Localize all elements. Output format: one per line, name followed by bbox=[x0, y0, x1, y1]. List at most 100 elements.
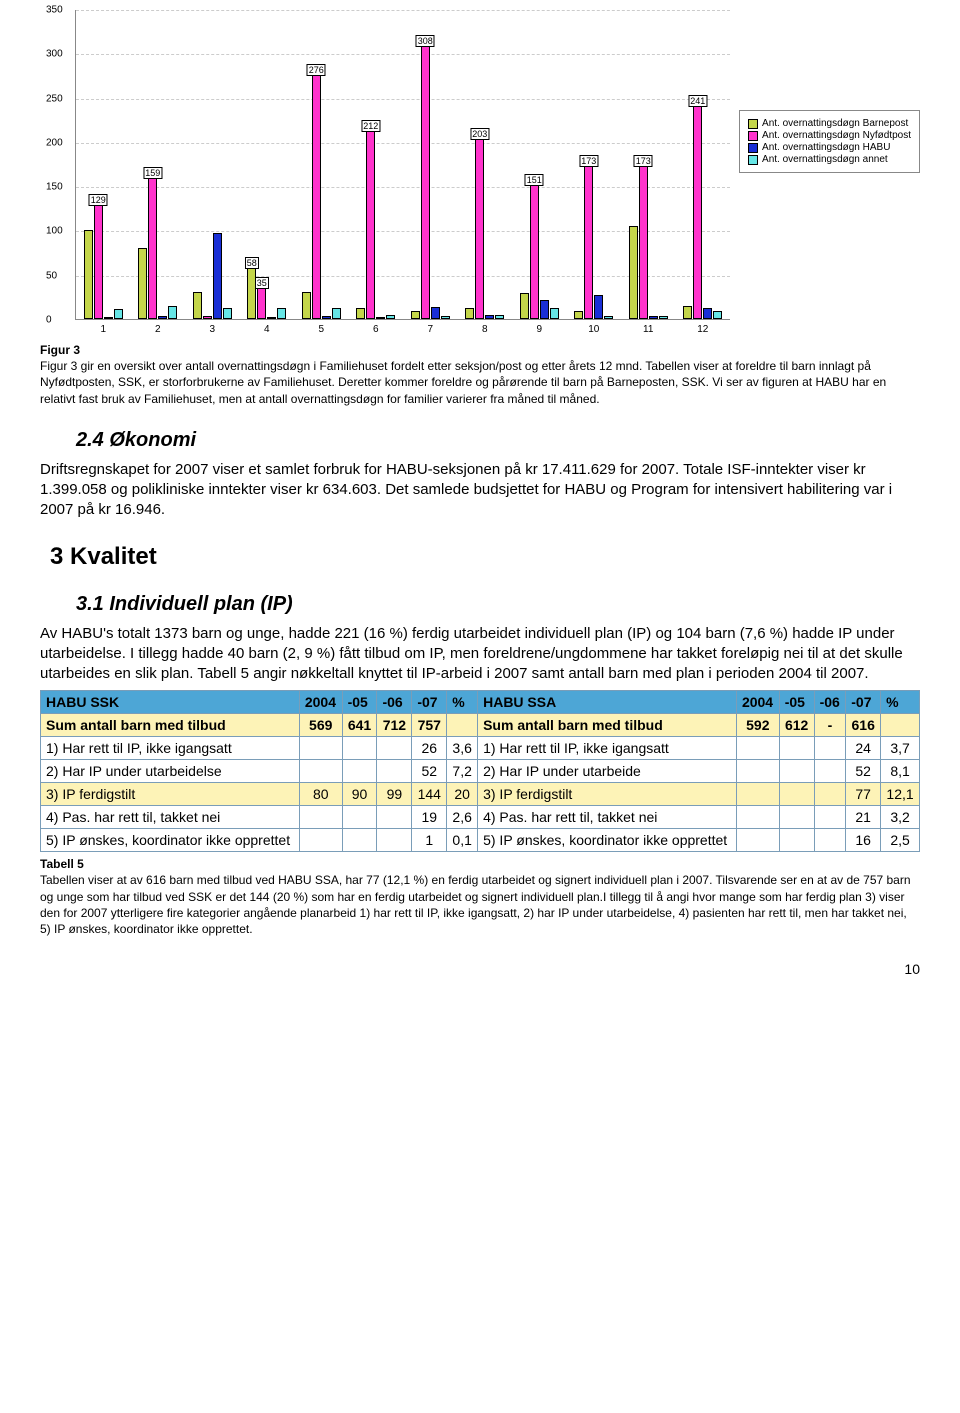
legend-swatch bbox=[748, 131, 758, 141]
table-cell bbox=[779, 806, 814, 829]
table-cell: 19 bbox=[412, 806, 447, 829]
bar bbox=[540, 300, 549, 319]
y-tick: 50 bbox=[46, 270, 57, 281]
bar: 276 bbox=[312, 75, 321, 319]
table-cell bbox=[814, 806, 846, 829]
bar bbox=[277, 308, 286, 319]
table-row: 1) Har rett til IP, ikke igangsatt263,61… bbox=[41, 737, 920, 760]
table-cell: 616 bbox=[846, 714, 881, 737]
table-cell bbox=[736, 806, 779, 829]
table-cell bbox=[342, 806, 377, 829]
bar-value-label: 308 bbox=[416, 35, 435, 47]
table-cell: 641 bbox=[342, 714, 377, 737]
table-header-cell: 2004 bbox=[736, 691, 779, 714]
table-header-cell: 2004 bbox=[299, 691, 342, 714]
legend-label: Ant. overnattingsdøgn annet bbox=[762, 154, 888, 165]
x-tick: 6 bbox=[373, 324, 379, 335]
y-tick: 350 bbox=[46, 5, 63, 16]
x-tick: 1 bbox=[100, 324, 106, 335]
table-cell: 90 bbox=[342, 783, 377, 806]
legend-item: Ant. overnattingsdøgn HABU bbox=[748, 142, 911, 153]
table-cell bbox=[447, 714, 478, 737]
bar bbox=[683, 306, 692, 319]
bar: 308 bbox=[421, 46, 430, 319]
table-header-cell: -07 bbox=[412, 691, 447, 714]
bar-value-label: 58 bbox=[245, 257, 259, 269]
bar: 35 bbox=[257, 288, 266, 319]
y-tick: 250 bbox=[46, 93, 63, 104]
table-cell: 21 bbox=[846, 806, 881, 829]
table-cell: 3) IP ferdigstilt bbox=[478, 783, 737, 806]
legend-item: Ant. overnattingsdøgn annet bbox=[748, 154, 911, 165]
table-cell: 4) Pas. har rett til, takket nei bbox=[478, 806, 737, 829]
table-cell bbox=[377, 737, 412, 760]
bar: 241 bbox=[693, 106, 702, 319]
table-header-cell: % bbox=[447, 691, 478, 714]
table-cell: 26 bbox=[412, 737, 447, 760]
table-cell: 24 bbox=[846, 737, 881, 760]
table-cell: 12,1 bbox=[881, 783, 920, 806]
bar bbox=[604, 316, 613, 319]
ip-table: HABU SSK2004-05-06-07%HABU SSA2004-05-06… bbox=[40, 690, 920, 852]
table-header-cell: -07 bbox=[846, 691, 881, 714]
table-cell: 3,6 bbox=[447, 737, 478, 760]
bar bbox=[465, 308, 474, 319]
bar bbox=[223, 308, 232, 319]
page-number: 10 bbox=[40, 961, 920, 977]
legend-item: Ant. overnattingsdøgn Barnepost bbox=[748, 118, 911, 129]
table-cell bbox=[377, 829, 412, 852]
table-cell bbox=[377, 760, 412, 783]
table-cell bbox=[377, 806, 412, 829]
table-row: 4) Pas. har rett til, takket nei192,64) … bbox=[41, 806, 920, 829]
table-cell bbox=[736, 783, 779, 806]
bar bbox=[302, 292, 311, 319]
table-cell: - bbox=[814, 714, 846, 737]
bar bbox=[550, 308, 559, 319]
bar-value-label: 151 bbox=[525, 174, 544, 186]
legend-label: Ant. overnattingsdøgn HABU bbox=[762, 142, 890, 153]
table-cell: 1) Har rett til IP, ikke igangsatt bbox=[478, 737, 737, 760]
heading-3-1: 3.1 Individuell plan (IP) bbox=[76, 593, 920, 616]
table-cell bbox=[299, 760, 342, 783]
table-cell bbox=[814, 783, 846, 806]
table-cell bbox=[736, 829, 779, 852]
table-5-caption: Tabell 5 Tabellen viser at av 616 barn m… bbox=[40, 856, 920, 937]
table-cell: 1 bbox=[412, 829, 447, 852]
table-cell: 3) IP ferdigstilt bbox=[41, 783, 300, 806]
table-cell: 2) Har IP under utarbeide bbox=[478, 760, 737, 783]
table-cell: 2,5 bbox=[881, 829, 920, 852]
bar-value-label: 203 bbox=[470, 128, 489, 140]
bar bbox=[203, 316, 212, 319]
bar: 58 bbox=[247, 268, 256, 319]
table-cell: 712 bbox=[377, 714, 412, 737]
table-header-cell: HABU SSA bbox=[478, 691, 737, 714]
table-cell bbox=[779, 783, 814, 806]
legend-label: Ant. overnattingsdøgn Barnepost bbox=[762, 118, 908, 129]
x-tick: 2 bbox=[155, 324, 161, 335]
bar: 129 bbox=[94, 205, 103, 319]
overnight-chart: 0501001502002503003501291159235835427652… bbox=[40, 10, 920, 320]
bar bbox=[193, 292, 202, 319]
table-row: HABU SSK2004-05-06-07%HABU SSA2004-05-06… bbox=[41, 691, 920, 714]
bar bbox=[713, 311, 722, 319]
bar bbox=[485, 315, 494, 319]
table-cell: Sum antall barn med tilbud bbox=[478, 714, 737, 737]
bar bbox=[356, 308, 365, 319]
table-cell bbox=[342, 737, 377, 760]
table-cell: 3,2 bbox=[881, 806, 920, 829]
bar bbox=[104, 317, 113, 319]
bar bbox=[376, 317, 385, 319]
x-tick: 7 bbox=[427, 324, 433, 335]
table-cell bbox=[299, 737, 342, 760]
heading-3: 3 Kvalitet bbox=[50, 543, 920, 571]
bar bbox=[594, 295, 603, 319]
table-cell bbox=[814, 760, 846, 783]
x-tick: 9 bbox=[536, 324, 542, 335]
table-cell: 592 bbox=[736, 714, 779, 737]
table-cell bbox=[814, 829, 846, 852]
table-cell bbox=[342, 760, 377, 783]
y-tick: 0 bbox=[46, 315, 52, 326]
bar bbox=[411, 311, 420, 319]
bar bbox=[574, 311, 583, 319]
table-cell: 99 bbox=[377, 783, 412, 806]
